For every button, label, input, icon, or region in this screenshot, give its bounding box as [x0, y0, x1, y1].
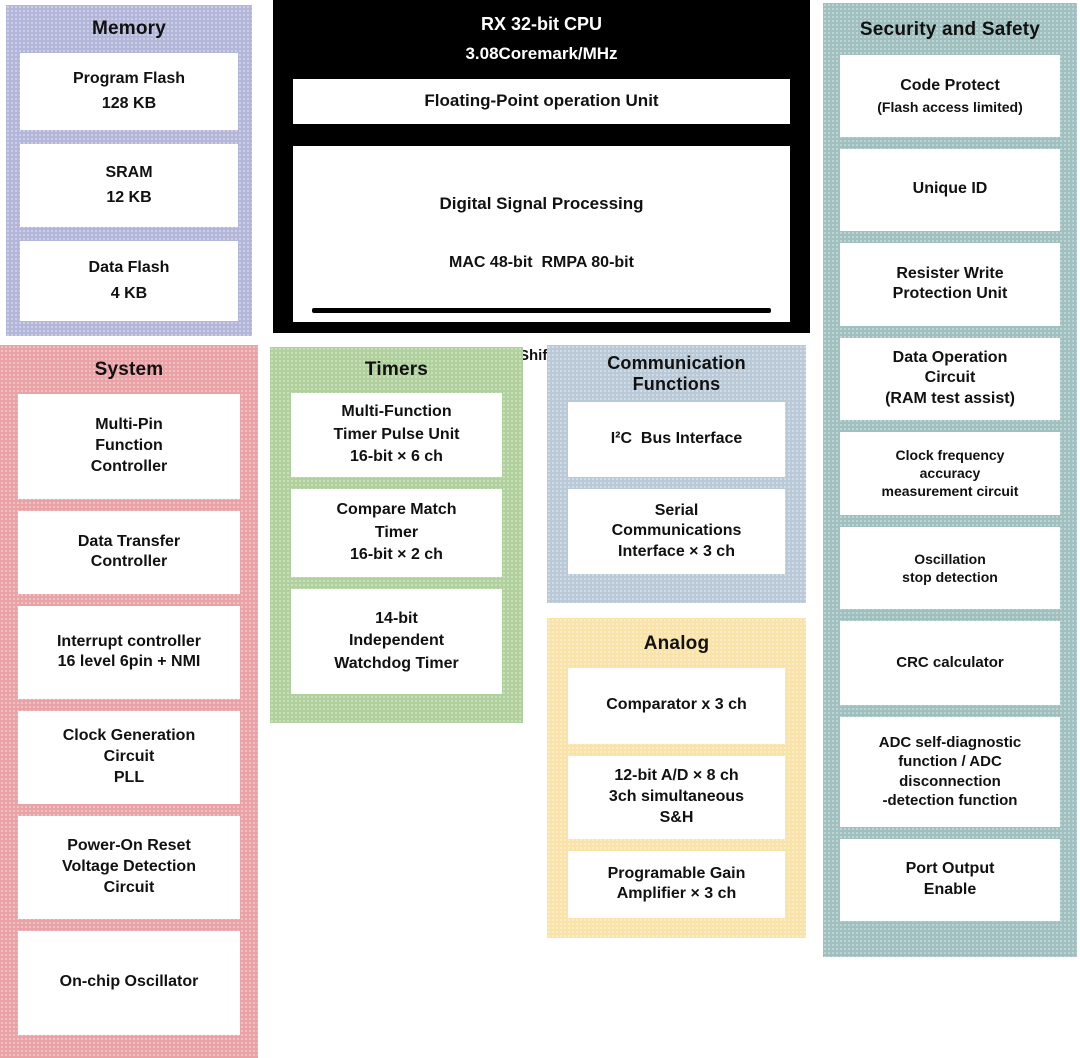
data-flash-block: Data Flash 4 KB [20, 240, 238, 321]
power-on-reset-block: Power-On Reset Voltage Detection Circuit [18, 815, 240, 919]
programmable-gain-amplifier-block: Programable Gain Amplifier × 3 ch [568, 850, 785, 918]
communication-title: Communication Functions [607, 353, 746, 394]
on-chip-oscillator-block: On-chip Oscillator [18, 930, 240, 1035]
sram-block: SRAM 12 KB [20, 143, 238, 227]
dsp-block: Digital Signal Processing MAC 48-bit RMP… [293, 146, 790, 364]
crc-calculator-block: CRC calculator [840, 620, 1060, 705]
multi-function-timer-pulse-unit-block: Multi-Function Timer Pulse Unit 16-bit ×… [291, 392, 502, 477]
floating-point-unit-block: Floating-Point operation Unit [293, 79, 790, 124]
code-protect-sublabel: (Flash access limited) [877, 98, 1023, 115]
data-operation-circuit-block: Data Operation Circuit (RAM test assist) [840, 337, 1060, 420]
adc-block: 12-bit A/D × 8 ch 3ch simultaneous S&H [568, 755, 785, 839]
communication-boxes: I²C Bus Interface Serial Communications … [547, 402, 806, 575]
cpu-panel: RX 32-bit CPU 3.08Coremark/MHz Floating-… [273, 0, 810, 364]
unique-id-block: Unique ID [840, 148, 1060, 231]
cpu-title: RX 32-bit CPU [480, 14, 603, 34]
code-protect-label: Code Protect [900, 76, 1000, 94]
security-panel: Security and Safety Code Protect (Flash … [823, 3, 1077, 957]
independent-watchdog-timer-block: 14-bit Independent Watchdog Timer [291, 588, 502, 694]
multi-pin-function-controller-block: Multi-Pin Function Controller [18, 393, 240, 499]
timers-boxes: Multi-Function Timer Pulse Unit 16-bit ×… [270, 392, 523, 694]
interrupt-controller-block: Interrupt controller 16 level 6pin + NMI [18, 605, 240, 699]
system-boxes: Multi-Pin Function Controller Data Trans… [0, 393, 258, 1035]
timers-panel: Timers Multi-Function Timer Pulse Unit 1… [270, 347, 523, 723]
register-write-protection-block: Resister Write Protection Unit [840, 242, 1060, 326]
analog-title: Analog [643, 633, 710, 654]
adc-self-diagnostic-block: ADC self-diagnostic function / ADC disco… [840, 716, 1060, 827]
oscillation-stop-detection-block: Oscillation stop detection [840, 526, 1060, 609]
dsp-detail: MAC 48-bit RMPA 80-bit [449, 253, 634, 271]
memory-title: Memory [91, 18, 167, 39]
dsp-divider [312, 308, 771, 314]
program-flash-block: Program Flash 128 KB [20, 52, 238, 130]
memory-panel: Memory Program Flash 128 KB SRAM 12 KB D… [6, 5, 252, 336]
timers-title: Timers [364, 359, 429, 380]
clock-generation-circuit-block: Clock Generation Circuit PLL [18, 710, 240, 804]
analog-boxes: Comparator x 3 ch 12-bit A/D × 8 ch 3ch … [547, 667, 806, 918]
analog-panel: Analog Comparator x 3 ch 12-bit A/D × 8 … [547, 618, 806, 938]
security-title: Security and Safety [859, 19, 1041, 40]
serial-communications-interface-block: Serial Communications Interface × 3 ch [568, 489, 785, 575]
dsp-title: Digital Signal Processing [439, 193, 644, 213]
data-transfer-controller-block: Data Transfer Controller [18, 510, 240, 594]
memory-boxes: Program Flash 128 KB SRAM 12 KB Data Fla… [6, 52, 252, 321]
cpu-subtitle: 3.08Coremark/MHz [465, 44, 618, 63]
compare-match-timer-block: Compare Match Timer 16-bit × 2 ch [291, 488, 502, 577]
clock-frequency-measurement-block: Clock frequency accuracy measurement cir… [840, 431, 1060, 515]
port-output-enable-block: Port Output Enable [840, 838, 1060, 921]
security-boxes: Code Protect (Flash access limited) Uniq… [823, 54, 1077, 921]
system-panel: System Multi-Pin Function Controller Dat… [0, 345, 258, 1058]
system-title: System [94, 359, 164, 380]
communication-panel: Communication Functions I²C Bus Interfac… [547, 345, 806, 603]
comparator-block: Comparator x 3 ch [568, 667, 785, 744]
code-protect-block: Code Protect (Flash access limited) [840, 54, 1060, 137]
i2c-bus-interface-block: I²C Bus Interface [568, 402, 785, 478]
